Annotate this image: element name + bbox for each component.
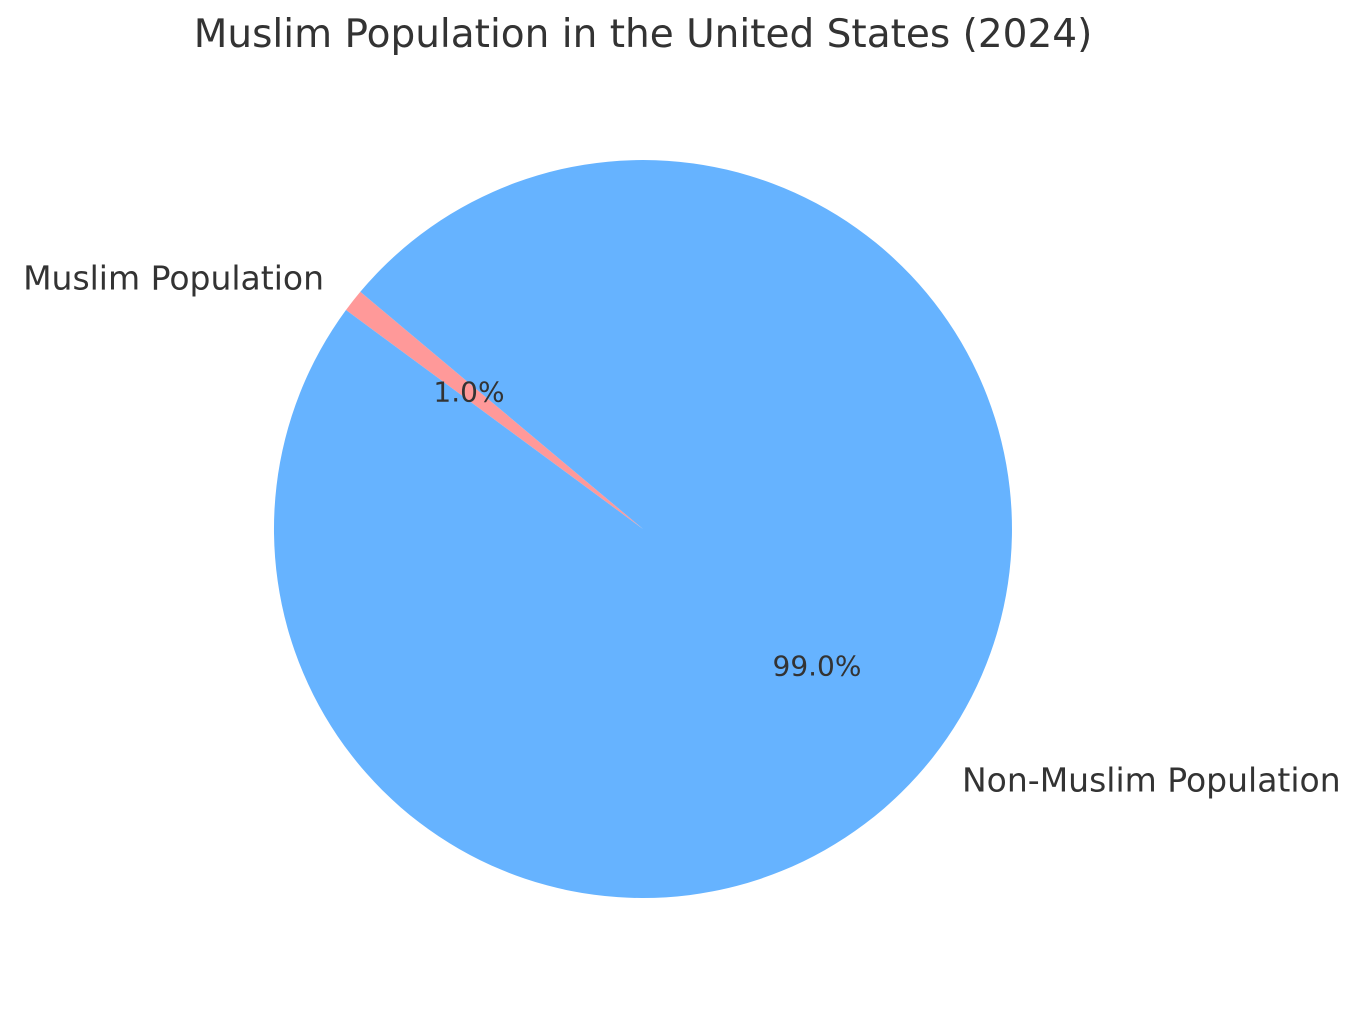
pct-label-muslim-population: 1.0% (433, 376, 504, 409)
pie-slice-non-muslim-population (273, 160, 1012, 899)
slice-label-non-muslim-population: Non-Muslim Population (962, 761, 1341, 800)
pct-label-non-muslim-population: 99.0% (773, 649, 862, 682)
slice-label-muslim-population: Muslim Population (23, 259, 324, 298)
pie-slice-muslim-population (345, 291, 643, 529)
chart-title: Muslim Population in the United States (… (193, 12, 1093, 57)
